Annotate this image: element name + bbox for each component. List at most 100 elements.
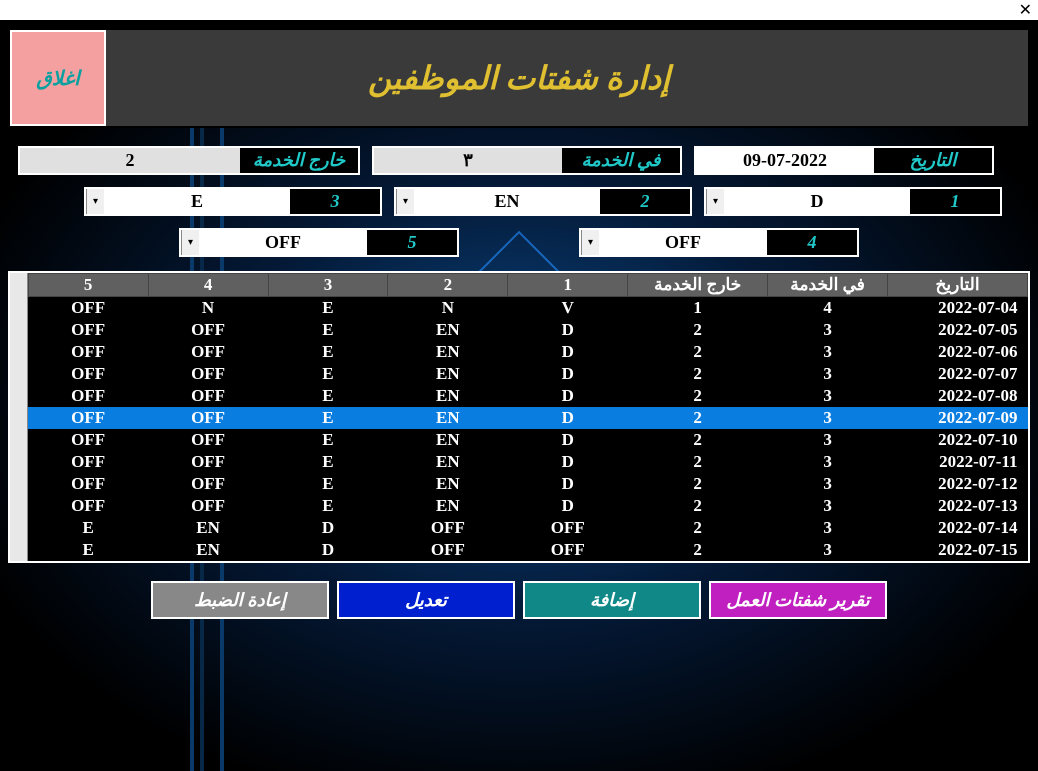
cell-c1: D xyxy=(508,451,628,473)
shift-3-num: 3 xyxy=(290,189,380,214)
cell-c2: OFF xyxy=(388,539,508,561)
table-row[interactable]: OFFOFFEEND232022-07-08 xyxy=(28,385,1027,407)
on-duty-label: في الخدمة xyxy=(562,148,680,173)
report-button[interactable]: تقرير شفتات العمل xyxy=(709,581,887,619)
shift-4-num: 4 xyxy=(767,230,857,255)
cell-c1: D xyxy=(508,385,628,407)
cell-on: 3 xyxy=(768,451,888,473)
cell-c1: D xyxy=(508,319,628,341)
shift-4-value[interactable]: OFF xyxy=(599,230,767,255)
cell-date: 2022-07-06 xyxy=(888,341,1028,363)
cell-date: 2022-07-10 xyxy=(888,429,1028,451)
cell-date: 2022-07-05 xyxy=(888,319,1028,341)
cell-c4: N xyxy=(148,297,268,320)
cell-off: 2 xyxy=(628,495,768,517)
cell-c3: E xyxy=(268,451,388,473)
shift-4-group: ▾ OFF 4 xyxy=(579,228,859,257)
chevron-down-icon[interactable]: ▾ xyxy=(396,189,414,214)
table-row[interactable]: OFFOFFEEND232022-07-06 xyxy=(28,341,1027,363)
shift-5-num: 5 xyxy=(367,230,457,255)
cell-c2: EN xyxy=(388,385,508,407)
cell-c4: OFF xyxy=(148,495,268,517)
shift-5-group: ▾ OFF 5 xyxy=(179,228,459,257)
cell-c1: D xyxy=(508,495,628,517)
cell-date: 2022-07-11 xyxy=(888,451,1028,473)
cell-c2: EN xyxy=(388,451,508,473)
cell-c5: OFF xyxy=(28,363,148,385)
close-button[interactable]: اغلاق xyxy=(10,30,106,126)
shift-3-group: ▾ E 3 xyxy=(84,187,382,216)
cell-c5: OFF xyxy=(28,341,148,363)
shift-2-num: 2 xyxy=(600,189,690,214)
table-row[interactable]: OFFOFFEEND232022-07-07 xyxy=(28,363,1027,385)
edit-button[interactable]: تعديل xyxy=(337,581,515,619)
off-duty-label: خارج الخدمة xyxy=(240,148,358,173)
cell-c5: OFF xyxy=(28,429,148,451)
shift-3-value[interactable]: E xyxy=(104,189,290,214)
th-off: خارج الخدمة xyxy=(628,274,768,297)
table-header-row: 5 4 3 2 1 خارج الخدمة في الخدمة التاريخ xyxy=(28,274,1027,297)
cell-off: 2 xyxy=(628,407,768,429)
table-row[interactable]: OFFOFFEEND232022-07-09 xyxy=(28,407,1027,429)
date-group: 09-07-2022 التاريخ xyxy=(694,146,994,175)
cell-c5: OFF xyxy=(28,297,148,320)
table-row[interactable]: EENDOFFOFF232022-07-14 xyxy=(28,517,1027,539)
cell-c3: E xyxy=(268,473,388,495)
table-row[interactable]: OFFOFFEEND232022-07-10 xyxy=(28,429,1027,451)
cell-on: 3 xyxy=(768,363,888,385)
cell-c5: E xyxy=(28,517,148,539)
cell-off: 2 xyxy=(628,363,768,385)
cell-on: 3 xyxy=(768,539,888,561)
table-row[interactable]: OFFOFFEEND232022-07-11 xyxy=(28,451,1027,473)
cell-date: 2022-07-14 xyxy=(888,517,1028,539)
cell-on: 3 xyxy=(768,407,888,429)
cell-c4: OFF xyxy=(148,363,268,385)
cell-c1: OFF xyxy=(508,517,628,539)
chevron-down-icon[interactable]: ▾ xyxy=(181,230,199,255)
cell-off: 2 xyxy=(628,319,768,341)
date-value: 09-07-2022 xyxy=(696,148,874,173)
reset-button-label: إعادة الضبط xyxy=(194,590,286,611)
cell-c2: EN xyxy=(388,319,508,341)
cell-c5: OFF xyxy=(28,319,148,341)
shift-5-value[interactable]: OFF xyxy=(199,230,367,255)
table-row[interactable]: OFFOFFEEND232022-07-05 xyxy=(28,319,1027,341)
cell-c1: D xyxy=(508,341,628,363)
off-duty-group: 2 خارج الخدمة xyxy=(18,146,360,175)
shift-1-value[interactable]: D xyxy=(724,189,910,214)
cell-c2: OFF xyxy=(388,517,508,539)
window-close-icon[interactable]: ✕ xyxy=(1019,0,1032,20)
cell-off: 2 xyxy=(628,539,768,561)
cell-on: 4 xyxy=(768,297,888,320)
table-scrollbar-gutter[interactable] xyxy=(10,273,28,561)
th-3: 3 xyxy=(268,274,388,297)
table-row[interactable]: EENDOFFOFF232022-07-15 xyxy=(28,539,1027,561)
cell-c5: OFF xyxy=(28,495,148,517)
chevron-down-icon[interactable]: ▾ xyxy=(581,230,599,255)
cell-on: 3 xyxy=(768,385,888,407)
cell-c5: OFF xyxy=(28,451,148,473)
cell-c5: OFF xyxy=(28,407,148,429)
cell-c4: OFF xyxy=(148,473,268,495)
table-row[interactable]: OFFOFFEEND232022-07-13 xyxy=(28,495,1027,517)
cell-off: 2 xyxy=(628,385,768,407)
cell-c2: EN xyxy=(388,341,508,363)
cell-on: 3 xyxy=(768,341,888,363)
th-4: 4 xyxy=(148,274,268,297)
shift-2-group: ▾ EN 2 xyxy=(394,187,692,216)
th-2: 2 xyxy=(388,274,508,297)
table-row[interactable]: OFFNENV142022-07-04 xyxy=(28,297,1027,320)
cell-date: 2022-07-13 xyxy=(888,495,1028,517)
cell-c3: E xyxy=(268,385,388,407)
table-row[interactable]: OFFOFFEEND232022-07-12 xyxy=(28,473,1027,495)
cell-off: 2 xyxy=(628,473,768,495)
th-1: 1 xyxy=(508,274,628,297)
reset-button[interactable]: إعادة الضبط xyxy=(151,581,329,619)
date-label: التاريخ xyxy=(874,148,992,173)
chevron-down-icon[interactable]: ▾ xyxy=(706,189,724,214)
cell-on: 3 xyxy=(768,517,888,539)
chevron-down-icon[interactable]: ▾ xyxy=(86,189,104,214)
cell-c2: EN xyxy=(388,473,508,495)
shift-2-value[interactable]: EN xyxy=(414,189,600,214)
add-button[interactable]: إضافة xyxy=(523,581,701,619)
